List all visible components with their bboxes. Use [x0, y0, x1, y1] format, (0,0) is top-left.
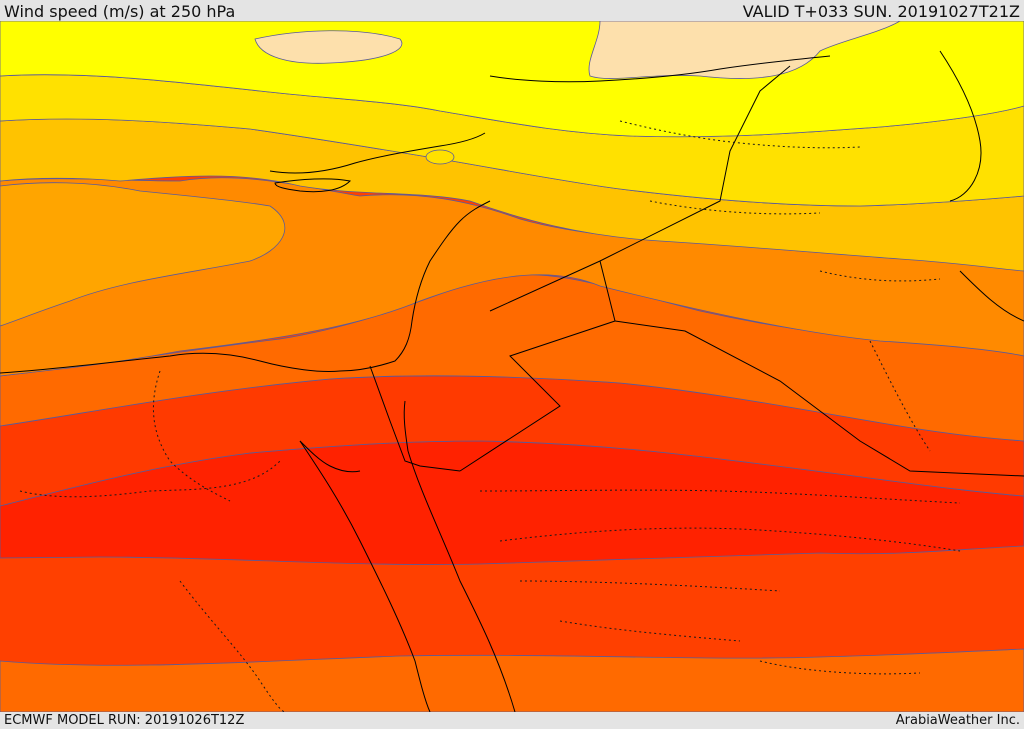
map-title: Wind speed (m/s) at 250 hPa	[4, 2, 236, 21]
model-run-label: ECMWF MODEL RUN: 20191026T12Z	[4, 713, 245, 728]
borders	[369, 65, 1024, 477]
header-bar: Wind speed (m/s) at 250 hPa VALID T+033 …	[0, 0, 1024, 21]
contour-blob-cyprus-area	[425, 149, 455, 165]
band-pale-north-east	[588, 21, 901, 79]
internal-boundaries	[19, 120, 961, 712]
coastlines	[0, 50, 1024, 712]
credit-label: ArabiaWeather Inc.	[895, 713, 1020, 728]
band-pale-north-center	[254, 30, 403, 64]
band-orange-light-west	[0, 182, 285, 327]
footer-bar: ECMWF MODEL RUN: 20191026T12Z ArabiaWeat…	[0, 712, 1024, 729]
map-canvas	[0, 21, 1024, 712]
band-south-orange	[0, 648, 1024, 712]
valid-time-label: VALID T+033 SUN. 20191027T21Z	[742, 2, 1020, 21]
wind-speed-map[interactable]	[0, 21, 1024, 712]
